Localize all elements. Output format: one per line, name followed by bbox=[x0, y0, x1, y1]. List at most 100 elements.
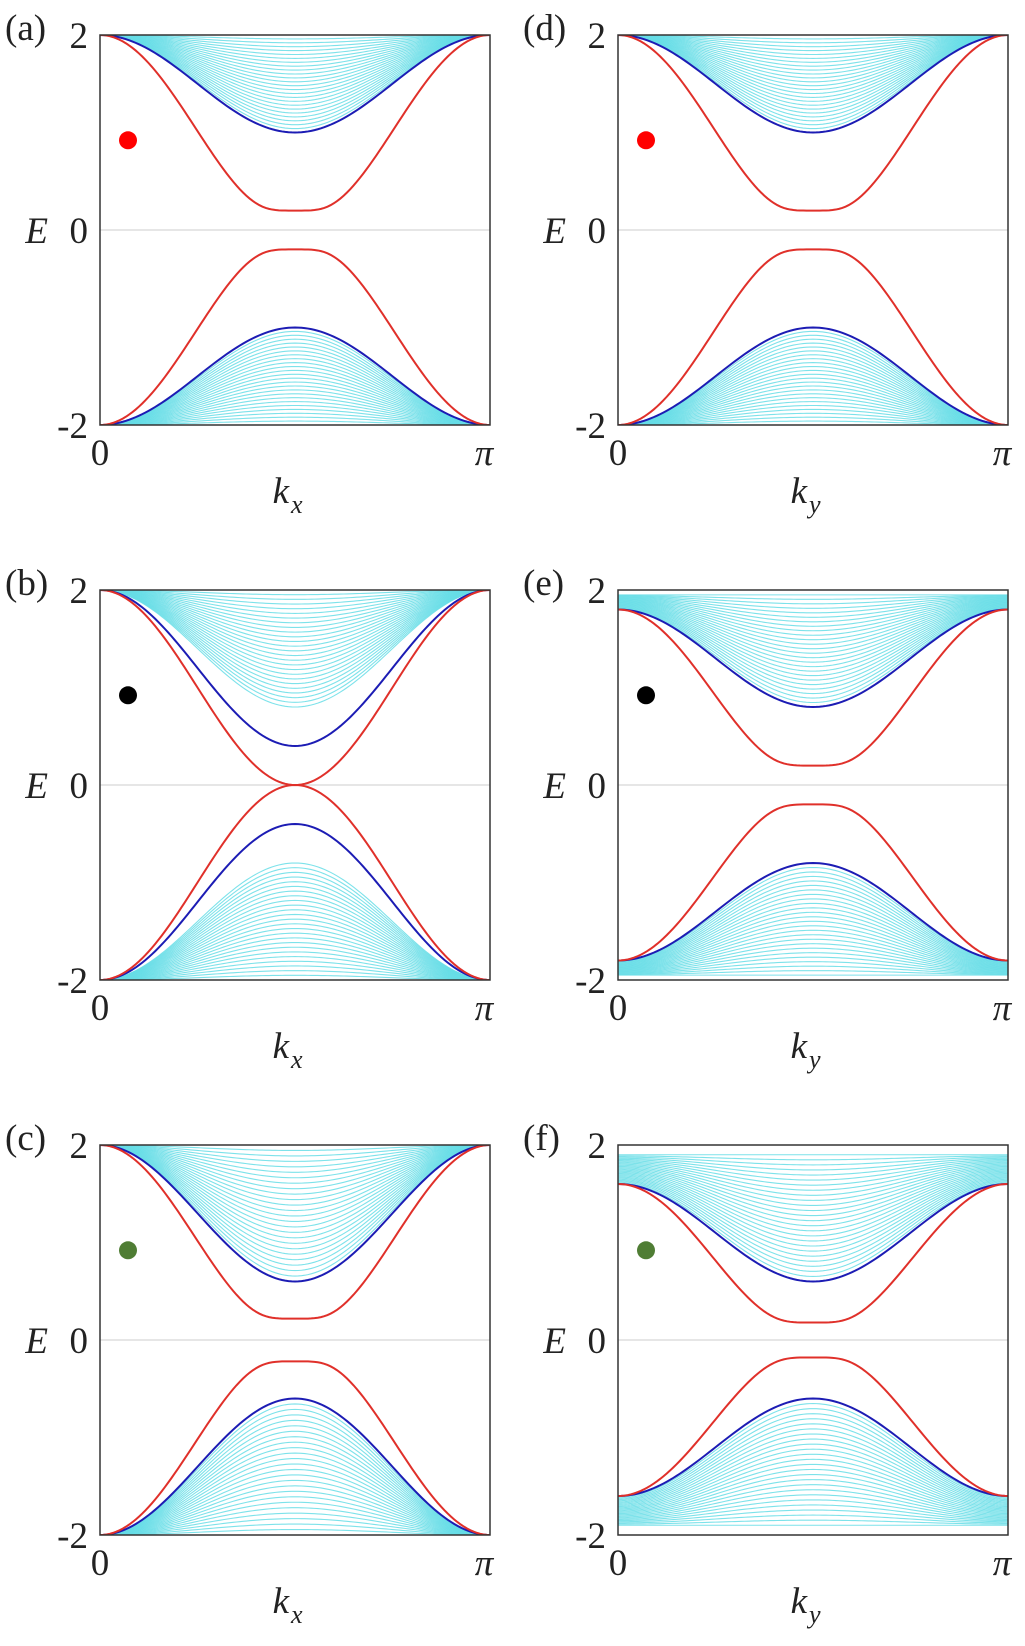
bulk-band-line bbox=[100, 1145, 490, 1217]
bulk-band-line bbox=[100, 1145, 490, 1255]
edge-band-red-upper bbox=[100, 590, 490, 787]
bulk-band-line bbox=[100, 1145, 490, 1201]
x-axis-label: k bbox=[273, 1581, 290, 1622]
panel-label: (a) bbox=[5, 8, 46, 49]
bulk-band-line bbox=[618, 599, 1008, 632]
bulk-band-line bbox=[100, 871, 490, 980]
bulk-band-line bbox=[618, 350, 1008, 425]
bulk-band-line bbox=[618, 600, 1008, 645]
bulk-band-line bbox=[618, 334, 1008, 425]
bulk-band-line bbox=[618, 596, 1008, 614]
bulk-band-line bbox=[100, 956, 490, 980]
bulk-band-line bbox=[100, 590, 490, 661]
bulk-band-line bbox=[100, 35, 490, 59]
edge-band-red-upper bbox=[618, 1183, 1008, 1324]
x-tick-label: π bbox=[475, 433, 495, 474]
y-tick-label: -2 bbox=[575, 406, 606, 447]
bulk-band-line bbox=[618, 601, 1008, 654]
edge-band-blue-lower bbox=[618, 1397, 1008, 1497]
bulk-band-line bbox=[100, 932, 490, 980]
bulk-band-line bbox=[100, 1145, 490, 1244]
bulk-band-line bbox=[618, 338, 1008, 425]
bulk-band-line bbox=[618, 1458, 1008, 1511]
x-axis-label-subscript: x bbox=[290, 490, 303, 519]
bulk-band-line bbox=[618, 603, 1008, 663]
bulk-band-line bbox=[100, 346, 490, 425]
x-tick-label: 0 bbox=[609, 988, 628, 1029]
bulk-band-line bbox=[100, 334, 490, 425]
bulk-band-line bbox=[618, 397, 1008, 425]
bulk-band-line bbox=[100, 35, 490, 79]
bulk-band-line bbox=[100, 35, 490, 75]
x-tick-label: 0 bbox=[609, 1543, 628, 1584]
bulk-band-line bbox=[618, 358, 1008, 425]
bulk-band-line bbox=[618, 1443, 1008, 1508]
bulk-band-line bbox=[100, 1145, 490, 1168]
y-tick-label: 0 bbox=[70, 1321, 89, 1362]
bulk-band-line bbox=[618, 35, 1008, 118]
bulk-band-line bbox=[618, 956, 1008, 974]
bulk-band-line bbox=[618, 880, 1008, 964]
axes-frame bbox=[617, 1144, 1009, 1536]
bulk-band-line bbox=[100, 590, 490, 628]
bulk-band-line bbox=[100, 393, 490, 425]
y-tick-label: 2 bbox=[588, 1126, 607, 1167]
bulk-band-line bbox=[100, 1145, 490, 1233]
bulk-band-line bbox=[100, 1145, 490, 1173]
bulk-band-line bbox=[100, 885, 490, 980]
bulk-band-line bbox=[100, 35, 490, 118]
x-axis-label-subscript: x bbox=[290, 1045, 303, 1074]
edge-band-red-lower bbox=[618, 248, 1008, 425]
bulk-band-line bbox=[618, 1418, 1008, 1502]
bulk-band-line bbox=[618, 1504, 1008, 1522]
bulk-band-line bbox=[618, 597, 1008, 623]
bulk-band-line bbox=[618, 35, 1008, 126]
axes-frame bbox=[617, 589, 1009, 981]
bulk-band-line bbox=[618, 1484, 1008, 1517]
bulk-band-line bbox=[100, 1458, 490, 1535]
bulk-band-line bbox=[618, 404, 1008, 425]
x-axis-label: k bbox=[273, 1026, 290, 1067]
bulk-band-line bbox=[100, 377, 490, 425]
bulk-band-line bbox=[100, 1441, 490, 1535]
bulk-band-line bbox=[618, 607, 1008, 699]
axes-frame bbox=[99, 589, 491, 981]
y-tick-label: -2 bbox=[575, 1516, 606, 1557]
bulk-band-line bbox=[618, 35, 1008, 106]
bulk-band-line bbox=[100, 590, 490, 619]
bulk-band-line bbox=[618, 401, 1008, 425]
y-tick-label: 0 bbox=[588, 766, 607, 807]
bulk-band-line bbox=[100, 35, 490, 106]
bulk-band-line bbox=[618, 1499, 1008, 1520]
edge-band-red-lower bbox=[618, 1356, 1008, 1497]
bulk-band-line bbox=[618, 1169, 1008, 1222]
bulk-band-line bbox=[618, 346, 1008, 425]
bulk-band-line bbox=[618, 893, 1008, 966]
bulk-band-line bbox=[100, 590, 490, 647]
bulk-band-line bbox=[618, 961, 1008, 974]
bulk-band-line bbox=[100, 365, 490, 425]
x-axis-label-subscript: y bbox=[806, 490, 821, 519]
bulk-band-line bbox=[618, 1165, 1008, 1207]
bulk-band-line bbox=[100, 590, 490, 633]
bulk-band-line bbox=[618, 607, 1008, 695]
plot-area bbox=[100, 590, 490, 980]
bulk-band-line bbox=[100, 1485, 490, 1535]
bulk-band-line bbox=[618, 1178, 1008, 1262]
bulk-band-line bbox=[100, 590, 490, 624]
y-tick-label: 2 bbox=[70, 571, 89, 612]
edge-band-blue-upper bbox=[100, 590, 490, 748]
bulk-band-line bbox=[618, 1163, 1008, 1196]
bulk-band-line bbox=[100, 1507, 490, 1535]
bulk-band-line bbox=[618, 1413, 1008, 1501]
bulk-band-line bbox=[100, 1425, 490, 1535]
edge-band-red-upper bbox=[618, 35, 1008, 212]
axes-frame bbox=[99, 1144, 491, 1536]
bulk-band-line bbox=[100, 909, 490, 980]
bulk-band-line bbox=[100, 1145, 490, 1179]
y-axis-label: E bbox=[542, 766, 566, 807]
bulk-band-line bbox=[618, 35, 1008, 52]
bulk-band-line bbox=[100, 590, 490, 652]
